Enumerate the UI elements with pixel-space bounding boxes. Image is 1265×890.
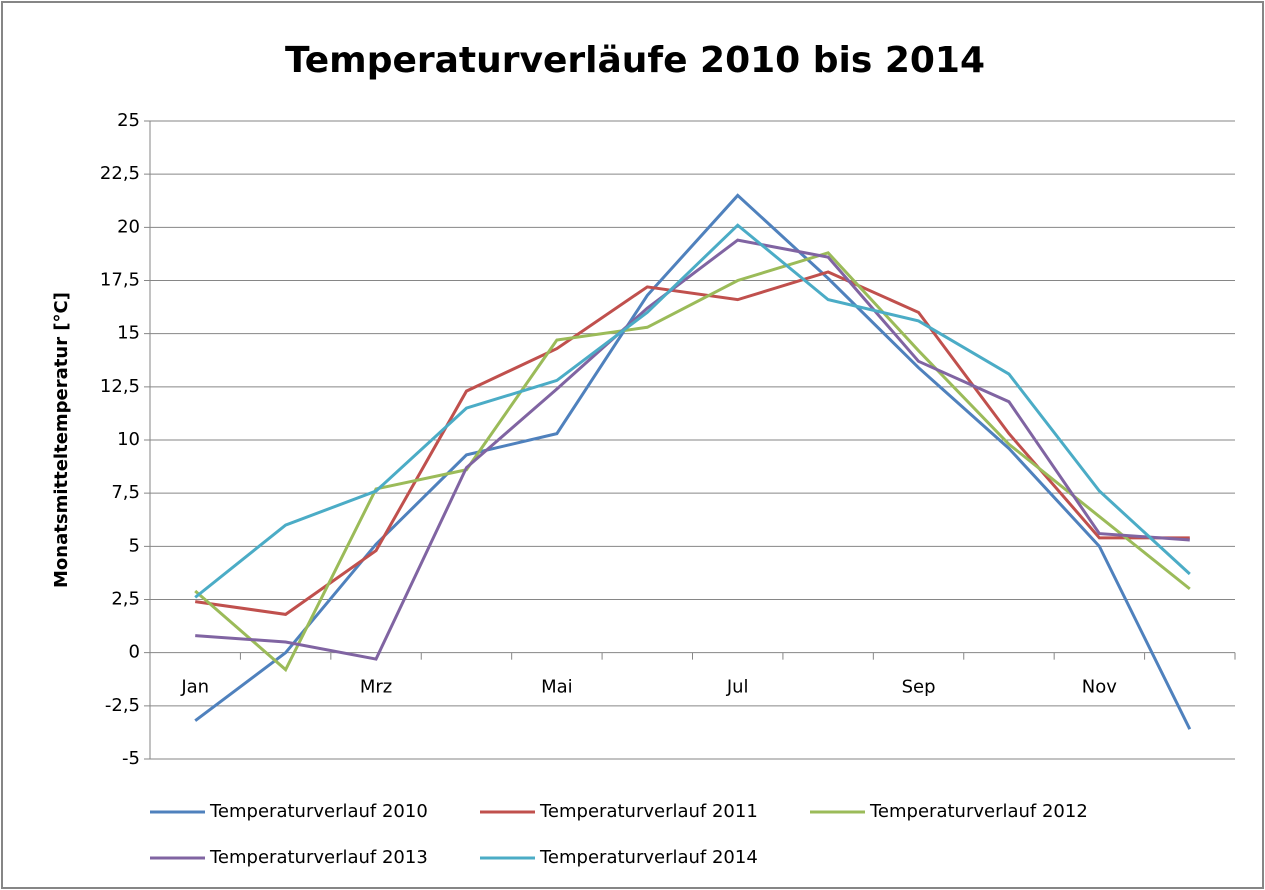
- y-axis-title: Monatsmitteltemperatur [°C]: [51, 292, 72, 588]
- legend-label: Temperaturverlauf 2010: [209, 801, 428, 822]
- series-line: [194, 270, 1190, 616]
- y-tick-label: 15: [117, 323, 140, 344]
- legend-label: Temperaturverlauf 2011: [539, 801, 758, 822]
- y-tick-label: 22,5: [100, 163, 140, 184]
- y-tick-label: -2,5: [105, 695, 140, 716]
- y-tick-label: 25: [117, 110, 140, 131]
- x-tick-label: Sep: [902, 677, 936, 698]
- series-line: [194, 251, 1191, 673]
- series-line: [195, 238, 1190, 661]
- y-tick-label: 10: [117, 429, 140, 450]
- y-tick-label: 0: [129, 642, 140, 663]
- legend-label: Temperaturverlauf 2014: [539, 847, 758, 868]
- legend-label: Temperaturverlauf 2012: [869, 801, 1088, 822]
- x-tick-label: Nov: [1082, 677, 1117, 698]
- x-tick-label: Jul: [726, 677, 749, 698]
- y-tick-label: 5: [129, 535, 140, 556]
- y-tick-label: 17,5: [100, 270, 140, 291]
- y-tick-label: 20: [117, 216, 140, 237]
- y-tick-label: 2,5: [111, 589, 140, 610]
- y-tick-label: 12,5: [100, 376, 140, 397]
- y-tick-label: 7,5: [111, 482, 140, 503]
- series-line: [194, 223, 1191, 599]
- x-tick-label: Jan: [180, 677, 209, 698]
- x-tick-label: Mrz: [360, 677, 392, 698]
- y-tick-label: -5: [122, 748, 140, 769]
- x-tick-label: Mai: [541, 677, 573, 698]
- chart-title: Temperaturverläufe 2010 bis 2014: [285, 40, 985, 81]
- legend-label: Temperaturverlauf 2013: [209, 847, 428, 868]
